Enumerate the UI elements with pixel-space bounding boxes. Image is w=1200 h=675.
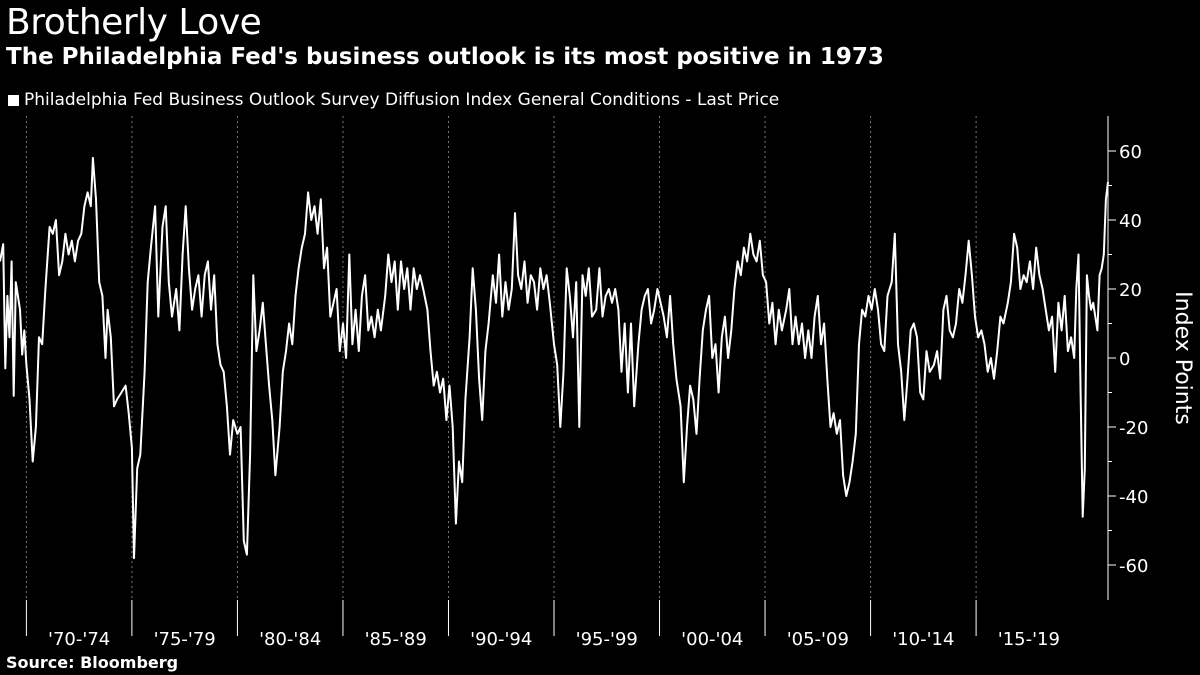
- source-note: Source: Bloomberg: [6, 653, 179, 672]
- legend-swatch: [8, 94, 19, 106]
- y-tick-label: 60: [1119, 142, 1142, 163]
- x-tick-label: '90-'94: [470, 629, 532, 650]
- chart-subtitle: The Philadelphia Fed's business outlook …: [6, 44, 884, 70]
- y-tick-label: 0: [1119, 349, 1130, 370]
- x-tick-label: '70-'74: [48, 629, 110, 650]
- x-tick-label: '80-'84: [259, 629, 321, 650]
- x-tick-label: '05-'09: [787, 629, 849, 650]
- x-tick-label: '00-'04: [681, 629, 743, 650]
- y-tick-label: 20: [1119, 280, 1142, 301]
- x-axis: '70-'74 '75-'79 '80-'84 '85-'89 '90-'94 '95-'…: [25, 600, 1060, 650]
- x-tick-label: '95-'99: [576, 629, 638, 650]
- y-tick-label: -40: [1119, 487, 1148, 508]
- grid-lines: [25, 116, 977, 600]
- y-tick-label: 40: [1119, 211, 1142, 232]
- x-tick-label: '85-'89: [365, 629, 427, 650]
- y-axis-title: Index Points: [1170, 291, 1195, 425]
- y-tick-label: -60: [1119, 556, 1148, 577]
- series-line: [0, 156, 1109, 560]
- legend: Philadelphia Fed Business Outlook Survey…: [8, 90, 779, 110]
- x-tick-label: '10-'14: [892, 629, 954, 650]
- x-tick-label: '75-'79: [154, 629, 216, 650]
- y-axis: 60 40 20 0 -20 -40 -60: [1107, 116, 1148, 600]
- y-tick-label: -20: [1119, 418, 1148, 439]
- legend-label: Philadelphia Fed Business Outlook Survey…: [24, 90, 780, 110]
- x-tick-label: '15-'19: [998, 629, 1060, 650]
- chart-title: Brotherly Love: [6, 2, 262, 43]
